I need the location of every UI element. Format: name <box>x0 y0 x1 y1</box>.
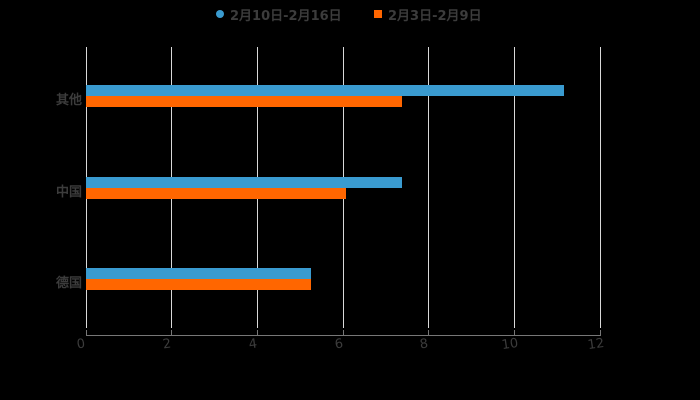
tick-label: 0 <box>75 336 87 353</box>
bar-series1-other[interactable] <box>86 85 564 96</box>
tick-label: 12 <box>586 335 606 354</box>
tick-label: 6 <box>333 336 345 353</box>
tick <box>343 330 344 336</box>
tick <box>514 330 515 336</box>
legend-label: 2月3日-2月9日 <box>388 8 482 24</box>
legend: 2月10日-2月16日 2月3日-2月9日 <box>0 4 700 24</box>
tick <box>257 330 258 336</box>
bar-series1-germany[interactable] <box>86 268 311 279</box>
tick <box>428 330 429 336</box>
tick <box>600 330 601 336</box>
category-label: 中国 <box>55 185 82 200</box>
gridline <box>428 47 429 328</box>
circle-marker-icon <box>216 10 224 18</box>
legend-label: 2月10日-2月16日 <box>230 8 342 24</box>
tick-label: 10 <box>500 335 520 354</box>
tick <box>171 330 172 336</box>
bar-series2-germany[interactable] <box>86 279 311 290</box>
legend-item-series1[interactable]: 2月10日-2月16日 <box>216 4 342 24</box>
legend-item-series2[interactable]: 2月3日-2月9日 <box>374 4 482 24</box>
gridline <box>514 47 515 328</box>
bar-series2-other[interactable] <box>86 96 402 107</box>
tick-label: 4 <box>247 336 259 353</box>
category-label: 德国 <box>55 276 82 291</box>
tick-label: 2 <box>161 336 173 353</box>
category-label: 其他 <box>55 93 82 108</box>
gridline <box>600 47 601 328</box>
tick-label: 8 <box>418 336 430 353</box>
tick <box>86 330 87 336</box>
square-marker-icon <box>374 10 382 18</box>
bar-series1-china[interactable] <box>86 177 402 188</box>
bar-series2-china[interactable] <box>86 188 346 199</box>
